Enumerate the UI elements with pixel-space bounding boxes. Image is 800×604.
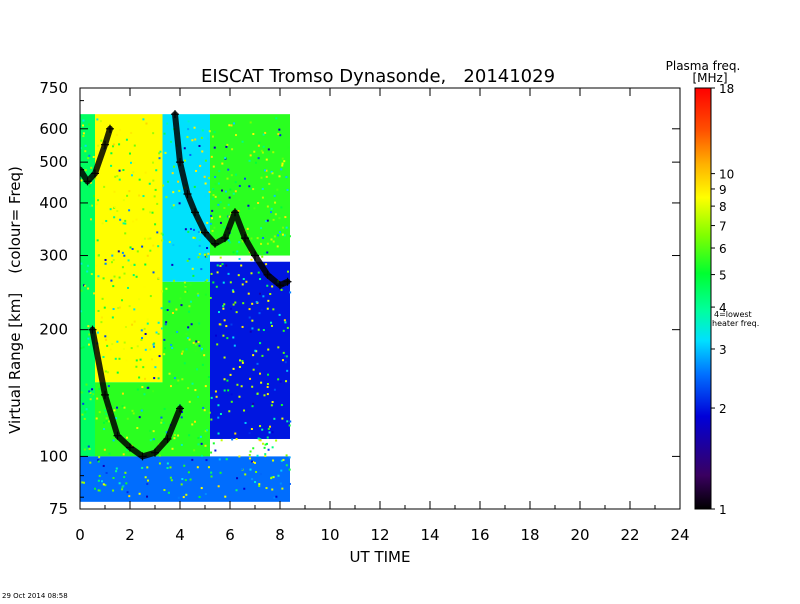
speckle-texture [80, 117, 292, 499]
y-tick-label: 200 [39, 321, 68, 339]
echo-marker [176, 404, 184, 413]
colorbar-tick-label: 3 [719, 343, 727, 357]
y-axis-label: Virtual Range [km] (colour= Freq) [6, 166, 24, 434]
colorbar-note-line1: 4=lowest [714, 310, 752, 319]
y-tick-label: 400 [39, 194, 68, 212]
y-tick-label: 75 [49, 500, 68, 518]
echo-marker [263, 270, 272, 279]
echo-marker [163, 434, 172, 443]
echo-trace [80, 124, 114, 186]
y-tick-label: 300 [39, 247, 68, 265]
x-tick-label: 12 [370, 526, 389, 544]
echo-marker [106, 124, 114, 133]
colorbar-tick-label: 1 [719, 503, 727, 517]
echo-marker [126, 443, 134, 452]
y-tick-label: 750 [39, 79, 68, 97]
colorbar-ticks: 1 2 3 4 5 6 7 8 910 18 [711, 82, 734, 517]
echo-marker [171, 110, 179, 119]
x-tick-label: 24 [670, 526, 689, 544]
frequency-region [210, 261, 290, 439]
x-tick-label: 6 [225, 526, 235, 544]
echo-marker [241, 234, 249, 243]
echo-marker [276, 281, 284, 290]
echo-marker [251, 251, 259, 260]
x-axis-label: UT TIME [350, 548, 411, 566]
x-tick-label: 20 [570, 526, 589, 544]
echo-marker [80, 165, 84, 174]
echo-marker [83, 177, 92, 186]
chart-title: EISCAT Tromso Dynasonde, 20141029 [201, 66, 555, 87]
echo-trace [171, 110, 292, 290]
x-tick-label: 10 [320, 526, 339, 544]
x-tick-label: 22 [620, 526, 639, 544]
colorbar-tick-label: 8 [719, 200, 727, 214]
frequency-region [210, 114, 290, 256]
x-tick-label: 14 [420, 526, 439, 544]
echo-marker [201, 228, 209, 237]
echo-marker [151, 448, 159, 457]
echo-trace-line [89, 326, 183, 460]
colorbar-tick-label: 6 [719, 242, 727, 256]
echo-marker [113, 431, 122, 440]
echo-marker [101, 390, 109, 399]
echo-marker [138, 452, 147, 461]
y-tick-label: 100 [39, 447, 68, 465]
echo-marker [221, 234, 229, 243]
echo-marker [88, 325, 97, 334]
y-tick-label: 600 [39, 120, 68, 138]
y-axis: 75 100 200 300 400 500 600 750 [39, 79, 680, 518]
frequency-region [95, 114, 163, 383]
y-tick-label: 500 [39, 153, 68, 171]
echo-trace [88, 325, 184, 461]
colorbar-tick-label: 7 [719, 220, 727, 234]
x-tick-label: 8 [275, 526, 285, 544]
colorbar-note-line2: heater freq. [712, 319, 759, 328]
echo-marker [101, 140, 109, 149]
x-tick-label: 4 [175, 526, 185, 544]
colorbar-tick-label: 5 [719, 269, 727, 283]
colorbar-unit: [MHz] [692, 71, 727, 85]
colorbar-tick-label: 4 [719, 301, 727, 315]
echo-marker [191, 208, 199, 217]
x-tick-label: 0 [75, 526, 85, 544]
x-tick-label: 16 [470, 526, 489, 544]
echo-marker [211, 239, 219, 248]
echo-marker [183, 190, 192, 199]
echo-marker [231, 208, 239, 217]
colorbar-tick-label: 2 [719, 402, 727, 416]
data-layer [80, 110, 292, 502]
x-tick-label: 18 [520, 526, 539, 544]
x-axis: 0 2 4 6 8 10 12 14 16 18 20 22 24 [75, 88, 690, 544]
x-tick-label: 2 [125, 526, 135, 544]
echo-marker [176, 158, 184, 167]
timestamp: 29 Oct 2014 08:58 [2, 592, 68, 600]
frequency-region [80, 114, 95, 457]
colorbar-tick-label: 10 [719, 168, 734, 182]
echo-marker [283, 277, 292, 286]
colorbar-title: Plasma freq. [666, 59, 741, 73]
colorbar-tick-label: 18 [719, 82, 734, 96]
echo-marker [91, 169, 99, 178]
colorbar [694, 87, 712, 510]
colorbar-tick-label: 9 [719, 183, 727, 197]
